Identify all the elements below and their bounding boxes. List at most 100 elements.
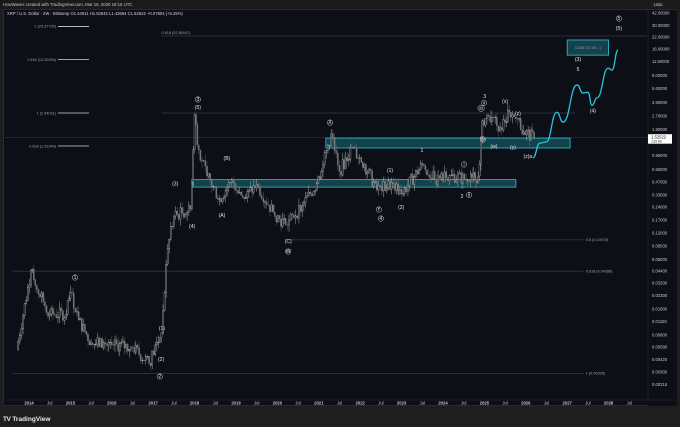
candle [413,174,416,191]
candle-body [88,340,91,346]
candle-body [240,192,242,196]
target-zone[interactable] [566,39,610,56]
candle [112,339,115,351]
candle [289,212,292,222]
candle [269,205,271,217]
candle [320,168,323,180]
candle [23,303,26,320]
candle [499,122,501,132]
candle-body [275,216,278,222]
time-tick-label: Jul [627,401,632,406]
candle [87,332,89,347]
candle-body [424,165,427,171]
price-axis[interactable] [648,10,677,406]
wave-label: i [464,162,465,168]
candle [351,142,353,149]
candle-body [362,162,364,168]
candle [264,200,266,209]
candle-body [159,337,161,343]
wave-label-circle [377,215,384,222]
candle-body [69,292,72,299]
candle-body [489,116,491,123]
candle [76,306,78,317]
candle-body [322,164,324,172]
candle-body [445,171,448,178]
candle-body [408,176,411,186]
candle [430,171,433,183]
candle [193,113,196,154]
candle [93,344,96,350]
tradingview-logo[interactable]: TV TradingView [3,416,50,423]
candle-body [296,215,299,219]
candle-body [217,197,219,200]
wave-label: ii [468,192,470,198]
candle [57,311,59,324]
candle-body [45,305,48,313]
candle-body [365,164,367,175]
candle [45,304,48,316]
candle [366,169,369,179]
candle [30,269,32,288]
candle-body [33,269,35,280]
candle-body [136,344,139,348]
candle-body [407,185,409,192]
candle [275,215,278,226]
candle [72,287,75,315]
candle-body [471,173,474,178]
candle-body [232,179,235,184]
wave-label: (1) [159,326,165,332]
candle-body [438,175,441,179]
candle-body [320,171,323,179]
candle [237,185,239,194]
candle [232,176,235,189]
candle [330,129,332,147]
candle [337,147,339,171]
candle [440,171,443,181]
fib-level-label: 0.618 (22.80047) [161,31,191,35]
candle-body [430,178,433,179]
fib-level-label: 1.618 (12.20260) [27,58,57,62]
candle [389,179,391,192]
candle-body [188,205,190,213]
last-price-badge[interactable] [648,134,672,144]
candle [62,308,64,323]
candle [241,190,244,200]
candle [122,336,124,343]
candle [95,339,97,347]
candle-body [87,334,89,341]
time-tick-label: 2015 [66,401,76,406]
wave-label: (1) [387,168,393,174]
wave-label-circle [480,136,487,143]
candle-body [55,314,58,318]
candle-body [510,112,512,118]
candle [270,200,273,212]
candle-body [223,196,225,199]
candle [473,167,475,183]
candle [465,173,467,185]
candle-body [429,174,431,179]
wave-label: (5) [195,105,201,111]
candle-body [133,347,135,353]
candle [257,182,260,191]
candle [352,146,355,150]
candle [191,178,193,211]
candle-body [352,147,355,149]
target-zone[interactable] [325,137,571,149]
candle [109,339,111,349]
target-zone[interactable] [192,179,517,188]
candle [125,343,127,353]
candle [335,144,337,158]
currency-label[interactable]: USD [652,2,665,7]
projection-path[interactable] [532,49,619,159]
candle-body [235,189,238,191]
time-tick-label: 2021 [314,401,324,406]
price-tick-label: 0.04400 [652,268,668,273]
candle [131,345,134,352]
candle [447,174,449,186]
candle-body [17,341,19,351]
candle-body [507,109,509,123]
fib-level-label: 0.618 (1.22349) [29,144,57,148]
candle-body [90,342,92,346]
candle [296,213,299,221]
